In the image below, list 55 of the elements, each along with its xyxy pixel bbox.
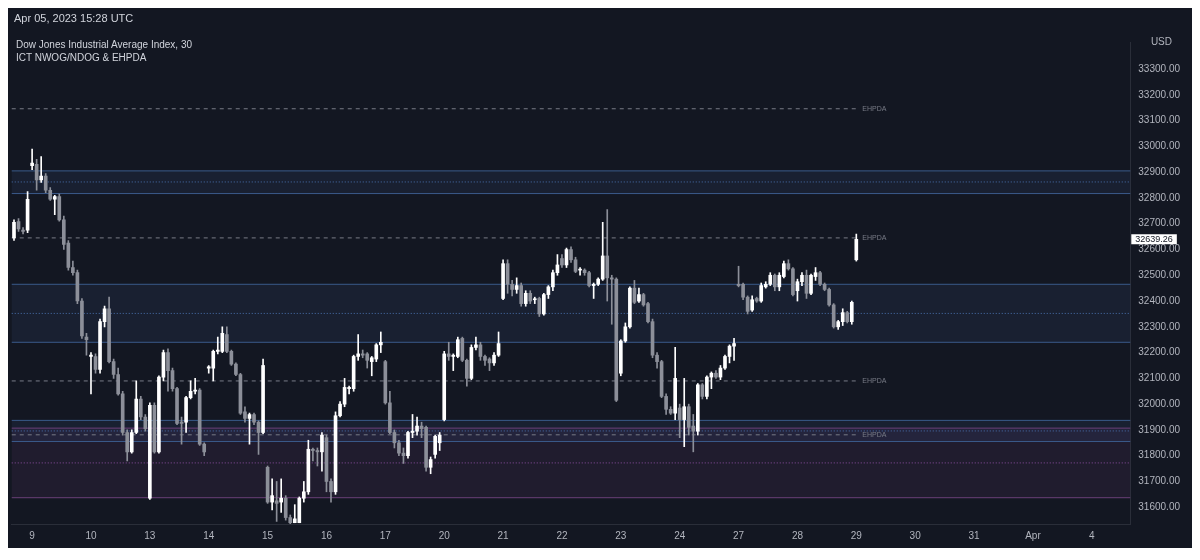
x-tick-label: 28 [791,529,804,541]
candlestick [682,378,687,447]
x-tick-label: 15 [262,529,274,541]
y-tick-label: 31800.00 [1138,449,1181,461]
y-tick-label: 31900.00 [1138,423,1181,435]
y-tick-label: 32100.00 [1138,372,1181,384]
x-tick-label: 23 [615,529,627,541]
chart-title: Dow Jones Industrial Average Index, 30 [16,38,193,51]
y-tick-label: 32800.00 [1138,191,1181,203]
candlestick [193,378,197,395]
y-tick-label: 32000.00 [1138,397,1181,409]
x-tick-label: 30 [909,529,922,541]
candlestick [30,148,34,170]
y-axis-title: USD [1150,36,1172,47]
candlestick [378,331,383,353]
y-tick-label: 31600.00 [1138,501,1181,512]
x-tick-label: 14 [203,529,215,541]
y-tick-label: 33200.00 [1138,88,1181,100]
x-tick-label: Apr [1025,529,1042,541]
x-tick-label: 10 [85,529,97,541]
x-tick-label: 21 [497,529,510,541]
candlestick [39,156,43,183]
candlestick [605,209,610,302]
candlestick [311,447,315,462]
x-tick-label: 13 [144,529,156,541]
candlestick [89,352,93,395]
x-tick-label: 24 [674,529,686,541]
x-tick-label: 4 [1089,529,1096,541]
candlestick [732,338,736,361]
x-tick-label: 16 [320,529,333,541]
y-tick-label: 33000.00 [1138,140,1181,152]
x-tick-label: 29 [850,529,863,541]
candlestick [446,341,451,361]
y-tick-label: 32200.00 [1138,346,1181,358]
candlestick [270,478,274,511]
text: 32639.26 [1135,233,1173,244]
y-tick-label: 32300.00 [1138,320,1181,332]
x-tick-label: 22 [556,529,568,541]
text: Apr 05, 2023 15:28 UTC [14,12,134,24]
candlestick [279,478,284,513]
y-tick-label: 32500.00 [1138,269,1181,281]
text: ICT NWOG/NDOG & EHPDA [16,51,148,64]
y-tick-label: 32900.00 [1138,165,1181,177]
y-tick-label: 32600.00 [1138,243,1181,255]
x-tick-label: 17 [379,529,392,541]
y-tick-label: 33300.00 [1138,62,1181,74]
x-tick-label: 9 [29,529,36,541]
y-tick-label: 33100.00 [1138,114,1181,126]
y-tick-label: 32700.00 [1138,217,1181,229]
x-tick-label: 27 [733,529,745,541]
x-tick-label: 31 [968,529,981,541]
y-tick-label: 31700.00 [1138,475,1181,487]
candlestick [52,195,57,216]
x-tick-label: 20 [438,529,451,541]
y-tick-label: 32400.00 [1138,294,1181,306]
